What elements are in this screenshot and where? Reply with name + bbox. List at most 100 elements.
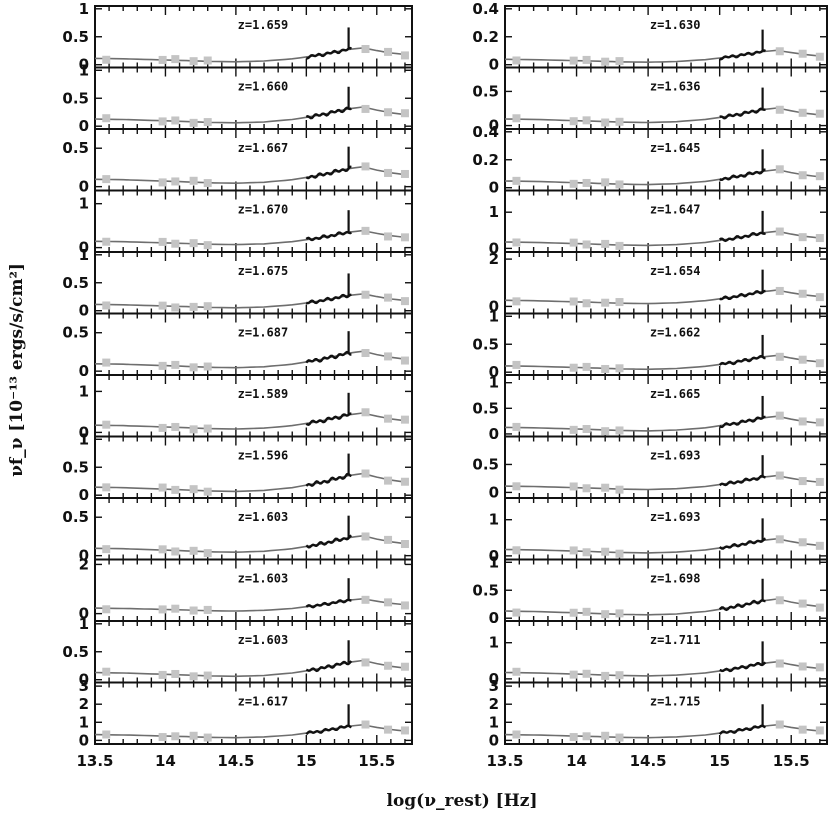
photometry-point <box>582 548 591 557</box>
observed-spectrum <box>719 107 766 120</box>
photometry-point <box>102 55 111 64</box>
photometry-point <box>798 289 807 298</box>
photometry-point <box>189 57 198 66</box>
photometry-point <box>102 114 111 123</box>
y-tick-label: 2 <box>79 695 89 713</box>
photometry-point <box>158 733 167 742</box>
y-tick-label: 0 <box>489 56 499 74</box>
y-tick-label: 0.4 <box>472 123 499 141</box>
photometry-point <box>569 425 578 434</box>
photometry-point <box>203 56 212 65</box>
photometry-point <box>400 51 409 60</box>
sed-panel: 0.4 0.2 0 z=1.630 <box>472 0 828 74</box>
redshift-label: z=1.675 <box>238 264 289 278</box>
y-tick-label: 0 <box>79 178 89 196</box>
photometry-point <box>775 352 784 361</box>
photometry-point <box>798 662 807 671</box>
observed-spectrum <box>305 534 352 549</box>
y-tick-label: 0.5 <box>62 274 89 292</box>
observed-spectrum <box>718 599 766 612</box>
redshift-label: z=1.698 <box>650 572 701 586</box>
y-tick-label: 0 <box>79 671 89 689</box>
y-tick-label: 1 <box>79 615 89 633</box>
redshift-label: z=1.662 <box>650 326 701 340</box>
photometry-point <box>171 604 180 613</box>
photometry-point <box>775 165 784 174</box>
model-sed-line <box>504 289 820 305</box>
photometry-point <box>400 297 409 306</box>
photometry-point <box>384 293 393 302</box>
photometry-point <box>203 302 212 311</box>
x-tick-label: 13.5 <box>76 752 113 770</box>
photometry-point <box>512 238 521 247</box>
photometry-point <box>203 549 212 558</box>
observed-spectrum <box>718 231 767 243</box>
photometry-point <box>189 672 198 681</box>
photometry-point <box>512 297 521 306</box>
observed-spectrum <box>305 472 352 488</box>
panel-frame <box>504 374 828 438</box>
photometry-point <box>171 422 180 431</box>
redshift-label: z=1.660 <box>238 80 289 94</box>
photometry-point <box>601 731 610 740</box>
model-sed-line <box>94 534 406 554</box>
photometry-point <box>615 117 624 126</box>
photometry-point <box>158 423 167 432</box>
photometry-point <box>815 663 824 672</box>
sed-panel: 0.5 0 z=1.636 <box>472 66 828 135</box>
photometry-point <box>815 359 824 368</box>
y-tick-label: 0.5 <box>62 643 89 661</box>
photometry-point <box>203 424 212 433</box>
model-sed-line <box>504 537 820 554</box>
observed-spectrum <box>719 49 766 61</box>
y-tick-label: 0 <box>79 605 89 623</box>
y-tick-label: 0 <box>79 423 89 441</box>
sed-panel: 1 0 z=1.670 <box>79 189 413 257</box>
model-sed-line <box>94 412 406 430</box>
x-tick-label: 15.5 <box>358 752 395 770</box>
photometry-point <box>384 598 393 607</box>
photometry-point <box>361 349 370 358</box>
y-tick-label: 0 <box>489 609 499 627</box>
y-tick-label: 0 <box>79 239 89 257</box>
photometry-point <box>361 45 370 54</box>
photometry-point <box>171 547 180 556</box>
y-tick-label: 0.2 <box>472 151 499 169</box>
y-tick-label: 1 <box>79 430 89 448</box>
photometry-point <box>400 356 409 365</box>
y-tick-label: 0 <box>489 363 499 381</box>
photometry-point <box>775 47 784 56</box>
photometry-point <box>815 109 824 118</box>
sed-panel: 0.5 0 z=1.603 <box>62 497 413 565</box>
y-tick-label: 0.5 <box>62 458 89 476</box>
y-tick-label: 2 <box>489 250 499 268</box>
photometry-point <box>798 538 807 547</box>
photometry-point <box>569 297 578 306</box>
y-tick-label: 1 <box>79 382 89 400</box>
y-tick-label: 0 <box>489 670 499 688</box>
sed-panel: 1 0.5 0 z=1.659 <box>62 0 413 74</box>
y-tick-label: 3 <box>79 677 89 695</box>
observed-spectrum <box>718 354 766 366</box>
y-tick-label: 0 <box>489 117 499 135</box>
y-tick-label: 0 <box>489 297 499 315</box>
photometry-point <box>102 237 111 246</box>
redshift-label: z=1.715 <box>650 695 701 709</box>
photometry-point <box>601 364 610 373</box>
redshift-label: z=1.665 <box>650 387 701 401</box>
photometry-point <box>189 239 198 248</box>
photometry-point <box>601 298 610 307</box>
photometry-point <box>569 179 578 188</box>
y-tick-label: 2 <box>79 555 89 573</box>
model-sed-line <box>504 474 820 491</box>
y-tick-label: 1 <box>79 195 89 213</box>
observed-spectrum <box>718 474 766 487</box>
photometry-point <box>361 104 370 113</box>
panel-frame <box>94 558 413 622</box>
y-tick-label: 0 <box>79 362 89 380</box>
photometry-point <box>102 605 111 614</box>
x-tick-label: 15.5 <box>773 752 810 770</box>
model-sed-line <box>504 354 820 371</box>
photometry-point <box>203 118 212 127</box>
photometry-point <box>189 118 198 127</box>
